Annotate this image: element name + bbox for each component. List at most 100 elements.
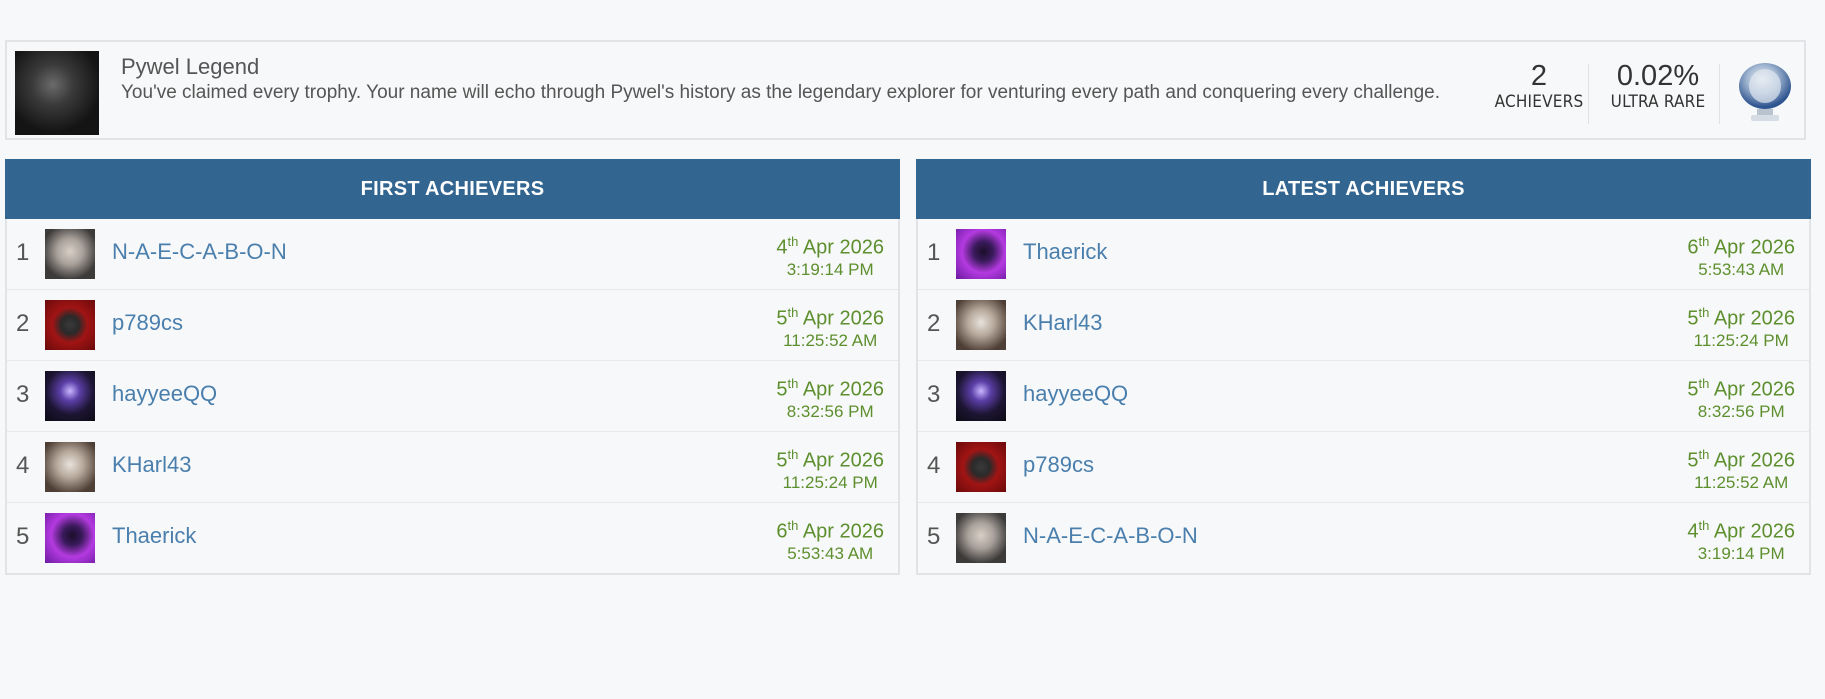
achievers-label: ACHIEVERS: [1494, 92, 1584, 112]
day-suffix: th: [787, 518, 799, 533]
achieved-time: 11:25:52 AM: [1694, 472, 1789, 492]
rank: 2: [927, 310, 941, 337]
avatar[interactable]: [956, 442, 1006, 492]
achieved-time: 3:19:14 PM: [1697, 543, 1785, 563]
rank: 3: [16, 381, 30, 408]
platinum-trophy-icon: [1739, 63, 1791, 121]
day-suffix: th: [787, 305, 799, 320]
player-name-link[interactable]: p789cs: [112, 310, 183, 335]
day: 5: [776, 449, 788, 472]
avatar[interactable]: [956, 300, 1006, 350]
achieved-date: 5th Apr 2026 11:25:52 AM: [776, 301, 884, 351]
divider: [1719, 64, 1720, 124]
achieved-time: 11:25:24 PM: [782, 472, 878, 492]
month-year: Apr 2026: [798, 520, 884, 543]
achiever-row: 5 N-A-E-C-A-B-O-N 4th Apr 2026 3:19:14 PM: [918, 502, 1809, 573]
month-year: Apr 2026: [1709, 236, 1795, 259]
month-year: Apr 2026: [798, 236, 884, 259]
achieved-time: 8:32:56 PM: [1697, 401, 1785, 421]
day: 5: [1687, 307, 1699, 330]
avatar[interactable]: [45, 513, 95, 563]
day-suffix: th: [1698, 376, 1710, 391]
month-year: Apr 2026: [1709, 449, 1795, 472]
achieved-time: 8:32:56 PM: [786, 401, 874, 421]
rarity-label: ULTRA RARE: [1610, 92, 1706, 112]
rank: 5: [16, 523, 30, 550]
avatar[interactable]: [956, 513, 1006, 563]
rank: 4: [927, 452, 941, 479]
day: 4: [776, 236, 788, 259]
day: 5: [776, 378, 788, 401]
month-year: Apr 2026: [798, 378, 884, 401]
month-year: Apr 2026: [798, 449, 884, 472]
avatar[interactable]: [956, 371, 1006, 421]
avatar[interactable]: [45, 300, 95, 350]
achieved-date: 5th Apr 2026 11:25:52 AM: [1687, 443, 1795, 493]
achieved-time: 11:25:24 PM: [1693, 330, 1789, 350]
rank: 1: [16, 239, 30, 266]
player-name-link[interactable]: hayyeeQQ: [112, 381, 218, 406]
latest-achievers-panel: LATEST ACHIEVERS 1 Thaerick 6th Apr 2026 5:…: [916, 159, 1811, 575]
avatar[interactable]: [45, 229, 95, 279]
achieved-date: 5th Apr 2026 11:25:24 PM: [1687, 301, 1795, 351]
achiever-row: 4 p789cs 5th Apr 2026 11:25:52 AM: [918, 431, 1809, 502]
achieved-time: 5:53:43 AM: [1698, 259, 1785, 279]
achiever-row: 2 KHarl43 5th Apr 2026 11:25:24 PM: [918, 289, 1809, 360]
achieved-time: 3:19:14 PM: [786, 259, 874, 279]
day: 6: [776, 520, 788, 543]
player-name-link[interactable]: Thaerick: [1023, 239, 1108, 264]
player-name-link[interactable]: KHarl43: [112, 452, 192, 477]
achiever-row: 1 Thaerick 6th Apr 2026 5:53:43 AM: [918, 219, 1809, 289]
player-name-link[interactable]: hayyeeQQ: [1023, 381, 1129, 406]
day: 5: [1687, 449, 1699, 472]
player-name-link[interactable]: Thaerick: [112, 523, 197, 548]
trophy-title: Pywel Legend: [121, 54, 260, 79]
achiever-row: 2 p789cs 5th Apr 2026 11:25:52 AM: [7, 289, 898, 360]
day-suffix: th: [1698, 447, 1710, 462]
day-suffix: th: [787, 376, 799, 391]
achievers-stat: 2 ACHIEVERS: [1484, 60, 1594, 112]
avatar[interactable]: [45, 442, 95, 492]
achiever-row: 1 N-A-E-C-A-B-O-N 4th Apr 2026 3:19:14 PM: [7, 219, 898, 289]
first-achievers-panel: FIRST ACHIEVERS 1 N-A-E-C-A-B-O-N 4th Apr …: [5, 159, 900, 575]
player-name-link[interactable]: N-A-E-C-A-B-O-N: [1023, 523, 1198, 548]
achiever-row: 3 hayyeeQQ 5th Apr 2026 8:32:56 PM: [918, 360, 1809, 431]
day: 4: [1687, 520, 1699, 543]
player-name-link[interactable]: KHarl43: [1023, 310, 1103, 335]
achiever-row: 3 hayyeeQQ 5th Apr 2026 8:32:56 PM: [7, 360, 898, 431]
trophy-description: You've claimed every trophy. Your name w…: [121, 82, 1441, 103]
day-suffix: th: [1698, 305, 1710, 320]
day-suffix: th: [787, 447, 799, 462]
avatar[interactable]: [45, 371, 95, 421]
day-suffix: th: [1698, 518, 1710, 533]
achieved-date: 5th Apr 2026 8:32:56 PM: [1687, 372, 1795, 422]
panel-title: LATEST ACHIEVERS: [916, 159, 1811, 219]
month-year: Apr 2026: [1709, 378, 1795, 401]
achiever-row: 4 KHarl43 5th Apr 2026 11:25:24 PM: [7, 431, 898, 502]
achieved-date: 5th Apr 2026 11:25:24 PM: [776, 443, 884, 493]
player-name-link[interactable]: p789cs: [1023, 452, 1094, 477]
achieved-date: 4th Apr 2026 3:19:14 PM: [776, 230, 884, 280]
avatar[interactable]: [956, 229, 1006, 279]
achievers-count: 2: [1530, 60, 1548, 92]
day: 6: [1687, 236, 1699, 259]
rank: 1: [927, 239, 941, 266]
trophy-summary: Pywel Legend You've claimed every trophy…: [5, 40, 1806, 140]
rarity-stat: 0.02% ULTRA RARE: [1603, 60, 1713, 112]
trophy-image: [15, 51, 99, 135]
month-year: Apr 2026: [1709, 520, 1795, 543]
day: 5: [776, 307, 788, 330]
day-suffix: th: [1698, 234, 1710, 249]
day: 5: [1687, 378, 1699, 401]
achieved-time: 5:53:43 AM: [787, 543, 874, 563]
rank: 3: [927, 381, 941, 408]
rank: 5: [927, 523, 941, 550]
month-year: Apr 2026: [798, 307, 884, 330]
rank: 2: [16, 310, 30, 337]
achieved-date: 6th Apr 2026 5:53:43 AM: [1687, 230, 1795, 280]
achieved-date: 4th Apr 2026 3:19:14 PM: [1687, 514, 1795, 564]
panel-title: FIRST ACHIEVERS: [5, 159, 900, 219]
achiever-row: 5 Thaerick 6th Apr 2026 5:53:43 AM: [7, 502, 898, 573]
rank: 4: [16, 452, 30, 479]
player-name-link[interactable]: N-A-E-C-A-B-O-N: [112, 239, 287, 264]
